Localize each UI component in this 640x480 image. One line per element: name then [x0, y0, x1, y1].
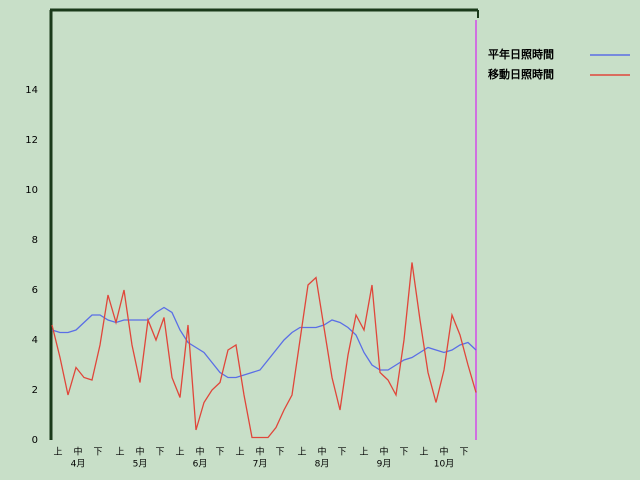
y-tick-label: 10 [25, 185, 38, 196]
x-tick-label: 中 [317, 446, 326, 458]
x-tick-label: 上 [297, 447, 306, 458]
x-tick-label: 下 [399, 448, 408, 458]
y-tick-label: 0 [32, 435, 38, 446]
x-tick-label: 下 [93, 448, 102, 458]
x-tick-label: 下 [155, 448, 164, 458]
y-tick-label: 2 [32, 385, 38, 396]
legend-label: 移動日照時間 [488, 67, 554, 81]
x-tick-label: 中 [439, 446, 448, 458]
x-tick-label: 上 [359, 447, 368, 458]
month-label: 4月 [71, 459, 86, 470]
month-label: 8月 [315, 459, 330, 470]
month-label: 5月 [133, 459, 148, 470]
x-tick-label: 上 [175, 447, 184, 458]
x-tick-label: 中 [379, 446, 388, 458]
x-tick-label: 上 [115, 447, 124, 458]
x-tick-label: 下 [215, 448, 224, 458]
x-tick-label: 中 [73, 446, 82, 458]
x-tick-label: 中 [195, 446, 204, 458]
x-tick-label: 上 [235, 447, 244, 458]
y-tick-label: 6 [32, 285, 38, 296]
series-line [51, 262, 477, 439]
y-tick-label: 8 [32, 235, 38, 246]
x-tick-label: 中 [135, 446, 144, 458]
y-tick-label: 14 [25, 85, 38, 96]
y-tick-label: 4 [32, 335, 38, 346]
y-tick-label: 12 [25, 135, 38, 146]
x-tick-label: 上 [419, 447, 428, 458]
month-label: 10月 [434, 459, 454, 470]
month-label: 6月 [193, 459, 208, 470]
x-tick-label: 上 [53, 447, 62, 458]
month-label: 7月 [253, 459, 268, 470]
x-tick-label: 下 [459, 448, 468, 458]
x-tick-label: 下 [337, 448, 346, 458]
month-label: 9月 [377, 459, 392, 470]
x-tick-label: 中 [255, 446, 264, 458]
x-tick-label: 下 [275, 448, 284, 458]
legend-label: 平年日照時間 [488, 47, 554, 61]
series-line [51, 306, 477, 379]
